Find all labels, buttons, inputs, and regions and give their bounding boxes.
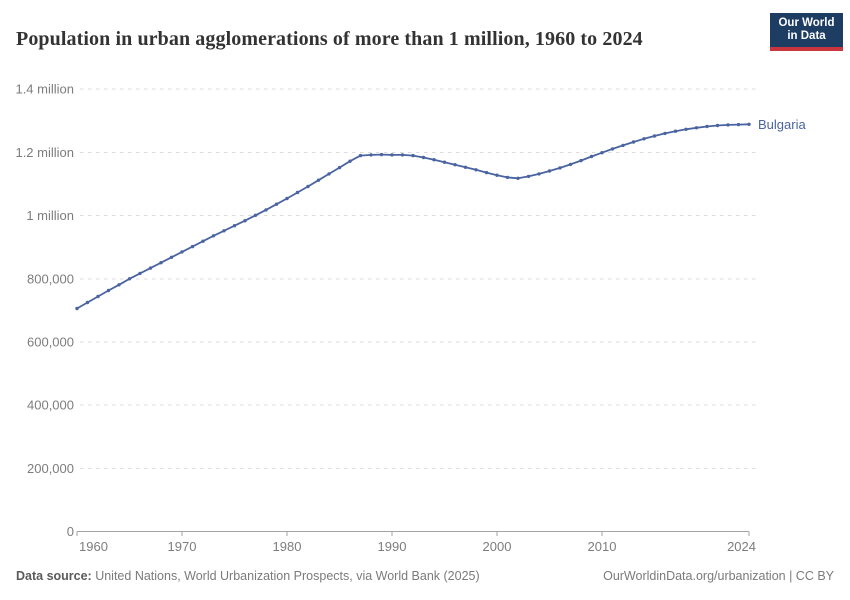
y-gridlines xyxy=(80,88,756,469)
data-source-text: United Nations, World Urbanization Prosp… xyxy=(91,569,480,583)
owid-logo[interactable]: Our World in Data xyxy=(770,13,843,51)
chart-footer: Data source: United Nations, World Urban… xyxy=(16,568,834,584)
y-axis-labels: 0 200,000 400,000 600,000 800,000 1 million 1.… xyxy=(15,82,74,539)
x-tick-label: 1960 xyxy=(79,539,108,554)
data-source-note: Data source: United Nations, World Urban… xyxy=(16,568,480,584)
series-markers xyxy=(75,122,751,311)
x-tick-label: 1970 xyxy=(168,539,197,554)
y-tick-label: 400,000 xyxy=(27,398,74,413)
owid-logo-line1: Our World xyxy=(778,16,835,29)
owid-logo-line2: in Data xyxy=(787,30,826,42)
x-tick-label: 2000 xyxy=(483,539,512,554)
data-source-label: Data source: xyxy=(16,569,92,583)
x-axis-labels: 1960 1970 1980 1990 2000 2010 2024 xyxy=(79,539,756,554)
y-tick-label: 1.4 million xyxy=(15,82,74,97)
x-tick-label: 1990 xyxy=(378,539,407,554)
entity-label[interactable]: Bulgaria xyxy=(758,117,806,132)
y-tick-label: 0 xyxy=(67,524,74,539)
y-tick-label: 1.2 million xyxy=(15,145,74,160)
y-tick-label: 800,000 xyxy=(27,271,74,286)
y-tick-label: 1 million xyxy=(26,208,74,223)
chart-title: Population in urban agglomerations of mo… xyxy=(16,28,643,51)
x-axis-ticks xyxy=(76,531,750,537)
y-tick-label: 600,000 xyxy=(27,335,74,350)
owid-url-link[interactable]: OurWorldinData.org/urbanization | CC BY xyxy=(603,569,834,583)
x-tick-label: 1980 xyxy=(273,539,302,554)
x-tick-label: 2010 xyxy=(588,539,617,554)
y-tick-label: 200,000 xyxy=(27,461,74,476)
x-tick-label: 2024 xyxy=(727,539,756,554)
